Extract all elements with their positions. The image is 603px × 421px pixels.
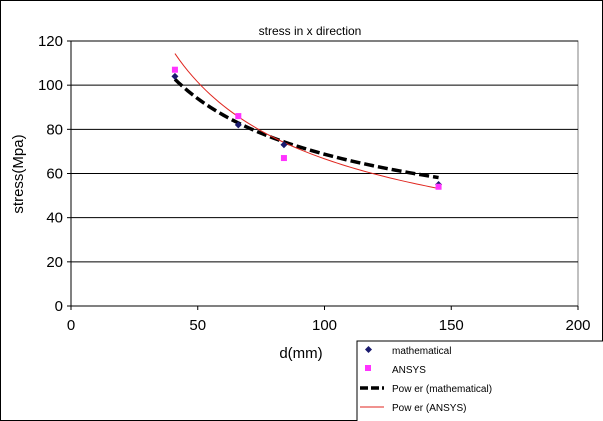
x-tick-label: 50 [189, 317, 206, 334]
y-tick-label: 20 [46, 254, 63, 271]
legend-label-power-ansys: Pow er (ANSYS) [392, 403, 466, 414]
gridlines [71, 40, 578, 263]
y-tick-label: 120 [38, 33, 63, 50]
y-axis-label: stress(Mpa) [10, 134, 27, 213]
legend-diamond-marker [365, 346, 372, 353]
trendline-power-mathematical [173, 78, 439, 180]
point-ansys [171, 66, 178, 73]
chart-title: stress in x direction [259, 24, 362, 38]
legend-label-power-mathematical: Pow er (mathematical) [392, 384, 492, 395]
legend-square-marker [365, 365, 371, 371]
x-axis-label: d(mm) [279, 345, 322, 362]
point-ansys [435, 183, 442, 190]
point-mathematical [171, 72, 179, 80]
x-tick-label: 100 [312, 317, 337, 334]
point-ansys [280, 155, 287, 162]
trendline-power-ansys [174, 53, 439, 189]
x-tick-label: 0 [67, 317, 75, 334]
legend-box [356, 340, 603, 421]
trendlines [173, 53, 439, 189]
x-tick-label: 200 [565, 317, 590, 334]
data-points [171, 66, 443, 190]
legend-label-mathematical: mathematical [392, 346, 451, 357]
y-tick-label: 100 [38, 77, 63, 94]
point-mathematical [234, 121, 242, 129]
y-tick-label: 0 [55, 298, 63, 315]
point-mathematical [280, 141, 288, 149]
axes [67, 40, 579, 310]
legend-label-ansys: ANSYS [392, 365, 426, 376]
point-ansys [235, 113, 242, 120]
x-tick-label: 150 [439, 317, 464, 334]
y-tick-label: 40 [46, 210, 63, 227]
tick-labels: 0 20 40 60 80 100 120 0 50 100 150 200 [38, 33, 591, 334]
y-tick-label: 60 [46, 166, 63, 183]
y-tick-label: 80 [46, 121, 63, 138]
legend: mathematical ANSYS Pow er (mathematical)… [356, 340, 603, 421]
